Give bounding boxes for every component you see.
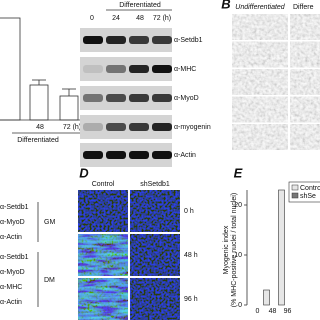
group-label: Differentiated bbox=[17, 137, 59, 144]
legend-label: Contro bbox=[300, 185, 320, 192]
micrograph bbox=[290, 124, 320, 150]
nuclei bbox=[78, 190, 128, 232]
band bbox=[83, 123, 103, 131]
column-label: Differe bbox=[293, 4, 314, 11]
x-tick-label: 0 bbox=[256, 308, 260, 315]
band bbox=[106, 36, 126, 44]
myotubes bbox=[78, 278, 128, 320]
column-label: shSetdb1 bbox=[140, 181, 170, 188]
micrograph bbox=[290, 14, 320, 40]
band bbox=[106, 94, 126, 102]
group-label: GM bbox=[44, 219, 55, 226]
micrograph bbox=[232, 96, 288, 123]
lane-label: 0 bbox=[90, 15, 94, 22]
x-label: 72 (h) bbox=[63, 124, 81, 131]
band bbox=[83, 94, 103, 102]
bar-fragment bbox=[59, 95, 79, 121]
micrograph bbox=[232, 41, 288, 68]
x-tick-label: 48 bbox=[269, 308, 277, 315]
y-tick-label: 0 bbox=[238, 302, 242, 309]
panel-d: D Control shSetdb1 0 h 48 h 96 h bbox=[78, 165, 198, 320]
panel-b: B Undifferentiated Differe bbox=[221, 0, 320, 150]
band bbox=[152, 65, 172, 73]
y-tick-label: 20 bbox=[234, 202, 242, 209]
band bbox=[129, 94, 149, 102]
band bbox=[106, 151, 126, 159]
column-label: Undifferentiated bbox=[235, 4, 286, 11]
legend-label: shSe bbox=[300, 193, 316, 200]
bar-fragment bbox=[0, 17, 21, 121]
antibody-label: α-MHC bbox=[174, 66, 196, 73]
y-axis-label: (% MHC-positive nuclei / total nuclei) bbox=[231, 193, 238, 307]
bar bbox=[278, 189, 285, 306]
lane-label: 72 (h) bbox=[153, 15, 171, 22]
y-tick-label: 10 bbox=[234, 252, 242, 259]
band bbox=[83, 151, 103, 159]
band bbox=[152, 123, 172, 131]
band bbox=[152, 151, 172, 159]
micrograph bbox=[232, 124, 288, 150]
antibody-label: α-MyoD bbox=[0, 219, 25, 226]
myotubes bbox=[78, 234, 128, 276]
legend-swatch bbox=[291, 184, 299, 191]
antibody-label: α-Setdb1 bbox=[0, 254, 29, 261]
group-label: DM bbox=[44, 277, 55, 284]
western-blot: Differentiated 0 24 48 72 (h) α-Setdb1 α-… bbox=[80, 2, 211, 167]
row-label: 48 h bbox=[184, 252, 198, 259]
row-label: 96 h bbox=[184, 296, 198, 303]
band bbox=[129, 123, 149, 131]
antibody-label: α-MHC bbox=[0, 284, 22, 291]
nuclei bbox=[130, 190, 180, 232]
antibody-label: α-MyoD bbox=[0, 269, 25, 276]
micrograph bbox=[290, 41, 320, 68]
x-label: 48 bbox=[36, 124, 44, 131]
nuclei bbox=[130, 278, 180, 320]
antibody-label: α-Actin bbox=[0, 299, 22, 306]
header: Differentiated bbox=[119, 2, 161, 9]
column-label: Control bbox=[92, 181, 115, 188]
band bbox=[83, 65, 103, 73]
band bbox=[106, 65, 126, 73]
band bbox=[106, 123, 126, 131]
legend-swatch bbox=[291, 192, 299, 199]
band bbox=[152, 94, 172, 102]
panel-a: 48 72 (h) Differentiated bbox=[0, 17, 82, 144]
micrograph bbox=[290, 96, 320, 123]
band bbox=[152, 36, 172, 44]
knockdown-blot: α-Setdb1 α-MyoD α-Actin GM α-Setdb1 α-MyoD α-M… bbox=[0, 202, 55, 307]
band bbox=[129, 151, 149, 159]
row-label: 0 h bbox=[184, 208, 194, 215]
micrograph bbox=[290, 69, 320, 95]
band bbox=[83, 36, 103, 44]
antibody-label: α-myogenin bbox=[174, 124, 211, 131]
band bbox=[129, 65, 149, 73]
bar-fragment bbox=[29, 84, 49, 121]
panel-e: E Myogenic index (% MHC-positive nuclei / … bbox=[223, 165, 320, 315]
bar bbox=[263, 289, 270, 306]
antibody-label: α-Actin bbox=[174, 152, 196, 159]
micrograph bbox=[232, 69, 288, 95]
panel-label: D bbox=[79, 165, 89, 180]
antibody-label: α-MyoD bbox=[174, 95, 199, 102]
x-tick-label: 96 bbox=[284, 308, 292, 315]
band bbox=[129, 36, 149, 44]
y-axis-label: Myogenic index bbox=[223, 225, 230, 274]
lane-label: 24 bbox=[112, 15, 120, 22]
nuclei bbox=[130, 234, 180, 276]
antibody-label: α-Actin bbox=[0, 234, 22, 241]
panel-label: E bbox=[234, 165, 243, 180]
panel-label: B bbox=[221, 0, 230, 11]
antibody-label: α-Setdb1 bbox=[174, 37, 203, 44]
antibody-label: α-Setdb1 bbox=[0, 204, 29, 211]
lane-label: 48 bbox=[136, 15, 144, 22]
micrograph bbox=[232, 14, 288, 40]
